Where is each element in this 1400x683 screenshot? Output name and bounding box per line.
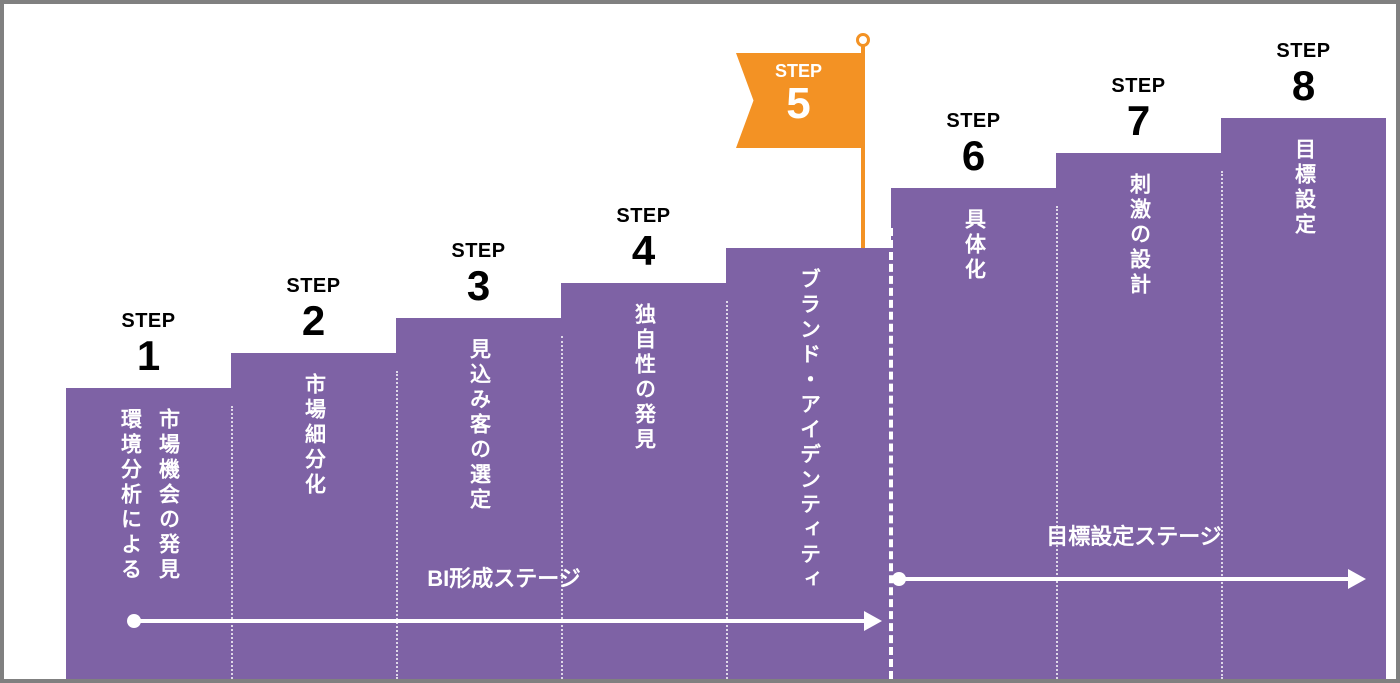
step-number: 6 [891,135,1056,177]
step-divider [231,406,233,679]
step-label-7: STEP7 [1056,75,1221,142]
step-desc-5: ブランド・アイデンティティ [726,268,891,593]
diagram-frame: STEP1環境分析による市場機会の発見STEP2市場細分化STEP3見込み客の選… [0,0,1400,683]
step-1: STEP1環境分析による市場機会の発見 [66,388,231,679]
step-number: 7 [1056,100,1221,142]
step-desc-3: 見込み客の選定 [396,338,561,513]
step-number: 4 [561,230,726,272]
step-label-3: STEP3 [396,240,561,307]
step-word: STEP [66,310,231,333]
step-number: 8 [1221,65,1386,107]
step-label-2: STEP2 [231,275,396,342]
step-8: STEP8目標設定 [1221,118,1386,679]
step-desc-line: 市場機会の発見 [153,408,183,583]
step-word: STEP [1056,75,1221,98]
flag-pole [861,43,865,248]
flag-knob-icon [856,33,870,47]
step-word: STEP [891,110,1056,133]
step-label-4: STEP4 [561,205,726,272]
step-desc-1: 環境分析による市場機会の発見 [66,408,231,583]
step-desc-8: 目標設定 [1221,138,1386,238]
arrow-head-icon [1348,569,1366,589]
step-3: STEP3見込み客の選定 [396,318,561,679]
step-word: STEP [396,240,561,263]
step-divider [396,371,398,679]
flag-banner: STEP5 [736,53,861,148]
step-desc-line: ブランド・アイデンティティ [794,268,824,593]
arrow-start-icon [127,614,141,628]
step-desc-line: 刺激の設計 [1124,173,1154,298]
step-word: STEP [561,205,726,228]
stage-arrow [899,577,1350,581]
step-desc-line: 環境分析による [115,408,145,583]
step-desc-6: 具体化 [891,208,1056,283]
arrow-head-icon [864,611,882,631]
step-desc-line: 市場細分化 [299,373,329,498]
step-number: 3 [396,265,561,307]
step-word: STEP [1221,40,1386,63]
step-2: STEP2市場細分化 [231,353,396,679]
step-desc-line: 独自性の発見 [629,303,659,453]
stage-arrow-label: BI形成ステージ [384,561,624,593]
staircase-stage: STEP1環境分析による市場機会の発見STEP2市場細分化STEP3見込み客の選… [4,4,1396,679]
step-6: STEP6具体化 [891,188,1056,679]
step-desc-line: 目標設定 [1289,138,1319,238]
step-desc-2: 市場細分化 [231,373,396,498]
step-label-6: STEP6 [891,110,1056,177]
step-number: 1 [66,335,231,377]
step-divider [1056,206,1058,679]
step-desc-4: 独自性の発見 [561,303,726,453]
step-word: STEP [231,275,396,298]
step-number: 5 [736,82,861,126]
arrow-start-icon [892,572,906,586]
step-number: 2 [231,300,396,342]
step-label-8: STEP8 [1221,40,1386,107]
step-desc-7: 刺激の設計 [1056,173,1221,298]
step-label-1: STEP1 [66,310,231,377]
step-divider [561,336,563,679]
stage-arrow-label: 目標設定ステージ [1014,519,1254,551]
step-word: STEP [736,53,861,82]
step-7: STEP7刺激の設計 [1056,153,1221,679]
step-desc-line: 見込み客の選定 [464,338,494,513]
stage-divider [889,228,893,679]
step-divider [1221,171,1223,679]
step-desc-line: 具体化 [959,208,989,283]
stage-arrow [134,619,866,623]
